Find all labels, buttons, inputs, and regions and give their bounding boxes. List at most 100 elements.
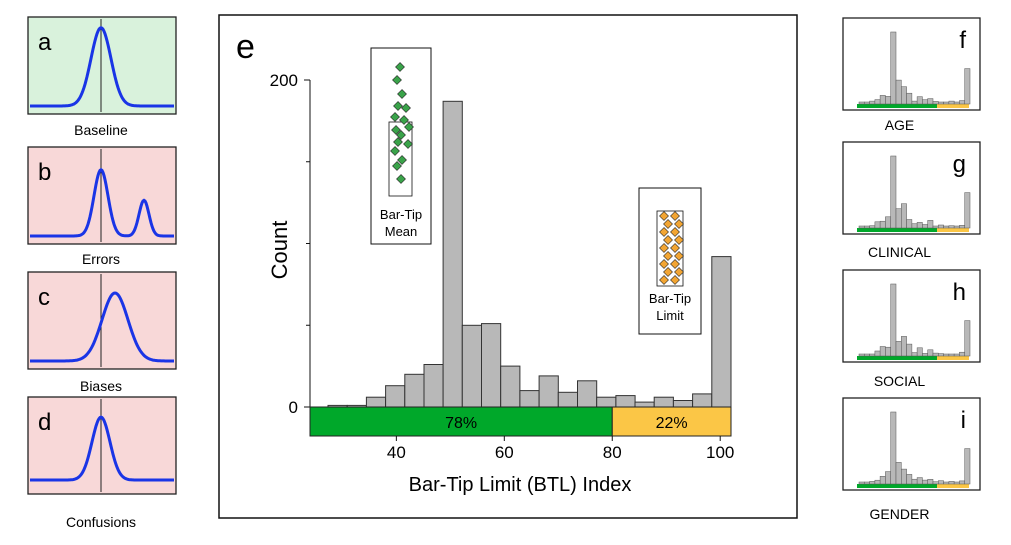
inset-bar-tip-mean: Bar-Tip Mean <box>370 47 432 245</box>
panel-c-letter: c <box>38 284 50 311</box>
panel-b-caption: Errors <box>82 251 120 267</box>
mini-histogram-bar <box>885 96 891 105</box>
panel-c-caption: Biases <box>80 378 122 394</box>
mini-histogram-bar <box>864 481 870 485</box>
mini-histogram-bar <box>901 86 907 105</box>
mini-histogram-bar <box>927 479 934 485</box>
inset-diamond <box>670 243 680 253</box>
mini-histogram-bar <box>901 468 907 485</box>
panel-a-curve <box>30 26 174 108</box>
mini-histogram-bar <box>869 225 876 229</box>
histogram-bar <box>577 380 598 408</box>
mini-histogram-bar <box>911 100 918 105</box>
panel-i: i GENDER <box>842 397 981 522</box>
inset-diamond <box>659 227 669 237</box>
x-tick-label: 40 <box>387 443 406 462</box>
panel-i-caption: GENDER <box>870 506 930 522</box>
mini-histogram-bar <box>922 99 928 105</box>
mini-histogram-bar <box>864 353 870 357</box>
mini-histogram-bar <box>943 353 950 357</box>
mini-histogram-bar <box>869 100 876 105</box>
inset-diamond <box>404 122 414 132</box>
mini-histogram-bar <box>927 349 934 357</box>
mini-histogram-bar <box>922 353 928 357</box>
mini-histogram-bar <box>895 79 902 105</box>
mini-histogram-bar <box>895 208 902 229</box>
mini-histogram-bar <box>959 100 965 105</box>
mini-histogram-bar <box>916 96 923 105</box>
mini-histogram-bar <box>938 480 944 485</box>
split-label: 78% <box>445 415 477 432</box>
mini-gold-band <box>937 356 969 360</box>
inset-diamond <box>399 115 409 125</box>
inset-diamond <box>390 146 400 156</box>
panel-d-caption: Confusions <box>66 514 136 530</box>
inset-diamond <box>391 125 401 135</box>
inset-diamond <box>663 267 673 277</box>
panel-d-letter: d <box>38 409 51 436</box>
inset-diamond <box>670 227 680 237</box>
inset-diamond <box>659 243 669 253</box>
inset-frame <box>638 187 702 335</box>
inset-diamond <box>659 259 669 269</box>
inset-diamond <box>663 251 673 261</box>
histogram-bar <box>653 396 674 408</box>
percentage-split-bar: 78% 22% <box>309 406 732 437</box>
histogram-bar <box>365 396 387 408</box>
mini-histogram-bar <box>938 101 944 105</box>
inset-diamond <box>670 211 680 221</box>
mini-histogram-bar <box>953 101 960 105</box>
histogram-bar <box>461 324 482 408</box>
mini-histogram-bar <box>879 346 886 357</box>
x-tick-label: 100 <box>706 443 734 462</box>
mini-histogram-bar <box>885 346 891 357</box>
mini-histogram-bar <box>938 353 944 357</box>
mini-histogram-bar <box>948 225 955 229</box>
panel-g-caption: CLINICAL <box>868 244 931 260</box>
mini-histogram-bar <box>922 479 928 485</box>
mini-histogram-bar <box>869 481 876 485</box>
inset-diamond <box>659 275 669 285</box>
inset-diamond <box>393 137 403 147</box>
histogram-bar <box>692 393 713 408</box>
inset-diamond <box>392 75 402 85</box>
mini-histogram-bar <box>901 203 907 229</box>
mini-green-band <box>857 228 937 232</box>
histogram-bar <box>557 391 578 408</box>
mini-histogram-bar <box>906 219 913 229</box>
histogram-bar <box>596 396 617 408</box>
inset-diamond <box>674 267 684 277</box>
mini-histogram-bar <box>943 481 950 485</box>
mini-histogram-bar <box>874 99 881 105</box>
mini-histogram-bar <box>874 221 881 229</box>
mini-histogram-bar <box>932 352 939 357</box>
inset-diamond <box>663 219 673 229</box>
panel-a-frame <box>27 16 177 115</box>
mini-histogram-bar <box>890 411 897 485</box>
mini-histogram-bar <box>943 101 950 105</box>
inset-diamond <box>659 211 669 221</box>
inset-diamond <box>396 130 406 140</box>
inset-label: Mean <box>385 224 418 239</box>
panel-a: a Baseline <box>27 16 177 138</box>
x-axis-label: Bar-Tip Limit (BTL) Index <box>409 474 632 496</box>
inset-diamond <box>670 275 680 285</box>
mini-gold-band <box>937 104 969 108</box>
mini-histogram-bar <box>911 478 918 485</box>
panel-f-caption: AGE <box>885 117 915 133</box>
histogram-bar <box>500 365 521 408</box>
mini-histogram-bar <box>927 98 934 105</box>
mini-histogram-bar <box>890 31 897 105</box>
mini-histogram-bar <box>895 462 902 485</box>
y-tick-label: 200 <box>270 71 298 90</box>
mini-green-band <box>857 356 937 360</box>
mini-histogram-bar <box>906 474 913 485</box>
mini-histogram-bar <box>864 101 870 105</box>
panel-h-caption: SOCIAL <box>874 373 926 389</box>
mini-histogram-bar <box>964 68 971 105</box>
mini-histogram-bar <box>906 343 913 357</box>
mini-histogram-bar <box>901 336 907 357</box>
mini-histogram-bar <box>879 95 886 105</box>
histogram-bars <box>327 100 732 408</box>
panel-h-letter: h <box>953 279 966 306</box>
